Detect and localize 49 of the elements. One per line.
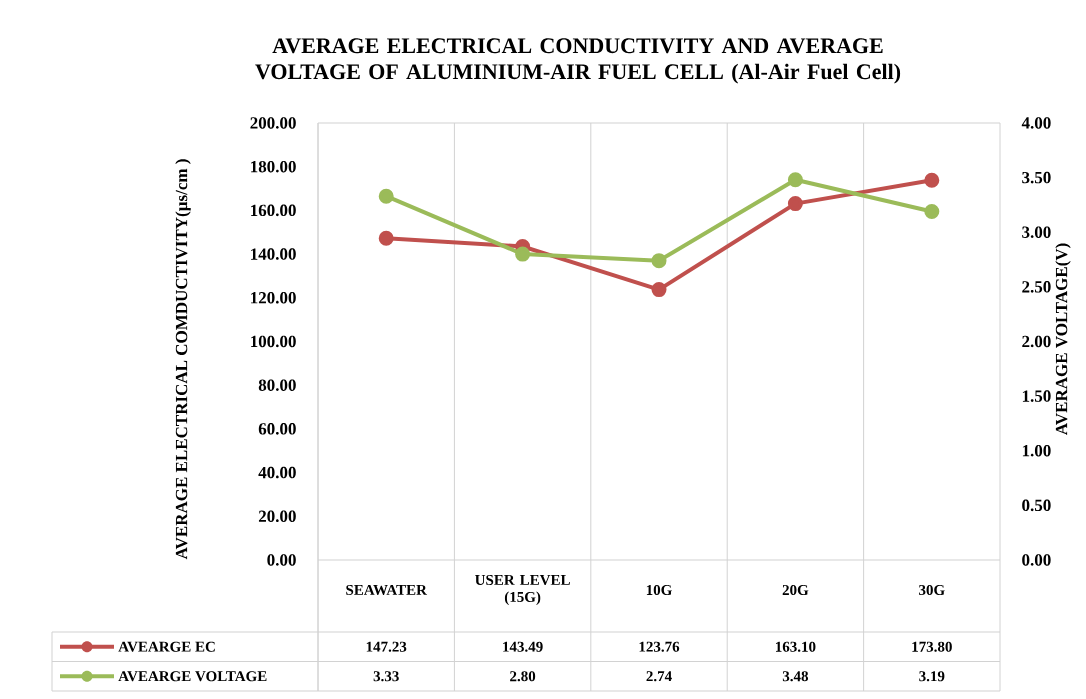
y-tick-label: 140.00: [251, 248, 296, 260]
x-tick-label: SEAWATER: [346, 584, 428, 596]
y-tick-label: 180.00: [251, 160, 296, 173]
y-tick-label: 200.00: [250, 117, 296, 129]
y-tick-label: 40.00: [258, 466, 296, 479]
x-tick-label: 20G: [782, 584, 809, 596]
y-tick-label: 160.00: [251, 204, 296, 217]
chart-title: AVERAGE ELECTRICAL CONDUCTIVITY AND AVERAGE VOLTAGE OF ALUMINIUM-AIR FUEL CELL (Al-Air Fuel Cell): [255, 38, 901, 84]
y2-tick-label: 1.00: [1022, 444, 1051, 457]
y-tick-label: 100.00: [251, 335, 296, 348]
y2-tick-label: 2.50: [1022, 281, 1051, 293]
point: [787, 172, 803, 188]
x-tick-label: USER LEVEL (15G): [475, 574, 570, 606]
data-label: 3.48: [782, 671, 809, 682]
legend-label: AVEARGE VOLTAGE: [118, 671, 267, 682]
y2-axis-title: AVERAGE VOLTAGE(V): [1055, 243, 1071, 436]
y2-tick-label: 0.00: [1022, 554, 1051, 566]
data-label: 163.10: [775, 641, 816, 652]
point: [651, 253, 667, 269]
data-label: 143.49: [503, 641, 543, 652]
data-label: 3.33: [373, 671, 399, 682]
data-label: 123.76: [639, 641, 680, 652]
y-tick-label: 20.00: [258, 510, 296, 523]
y2-tick-label: 1.50: [1022, 390, 1051, 402]
y2-tick-label: 3.50: [1022, 171, 1051, 184]
y2-tick-label: 2.00: [1022, 335, 1051, 348]
y2-tick-label: 3.00: [1022, 226, 1051, 239]
y2-tick-label: 0.50: [1022, 499, 1051, 512]
x-tick-label: 30G: [919, 584, 945, 596]
point: [924, 203, 940, 219]
data-label: 3.19: [919, 671, 945, 682]
legend-label: AVEARGE EC: [118, 641, 215, 652]
x-tick-label: 10G: [646, 584, 672, 596]
data-label: 173.80: [912, 641, 952, 652]
data-label: 2.80: [510, 671, 536, 682]
data-label: 2.74: [646, 671, 672, 682]
y-tick-label: 80.00: [258, 379, 296, 391]
y-tick-label: 0.00: [267, 554, 296, 566]
point: [924, 172, 940, 188]
point: [515, 246, 531, 262]
point: [378, 188, 394, 204]
point: [651, 282, 667, 298]
y-tick-label: 60.00: [258, 423, 296, 435]
data-label: 147.23: [366, 641, 407, 652]
y-axis-title: AVERAGE ELECTRICAL COMDUCTIVITY(µs/cm ): [175, 159, 191, 560]
point: [787, 196, 803, 212]
point: [378, 230, 394, 246]
y-tick-label: 120.00: [251, 292, 296, 304]
y2-tick-label: 4.00: [1021, 117, 1051, 129]
